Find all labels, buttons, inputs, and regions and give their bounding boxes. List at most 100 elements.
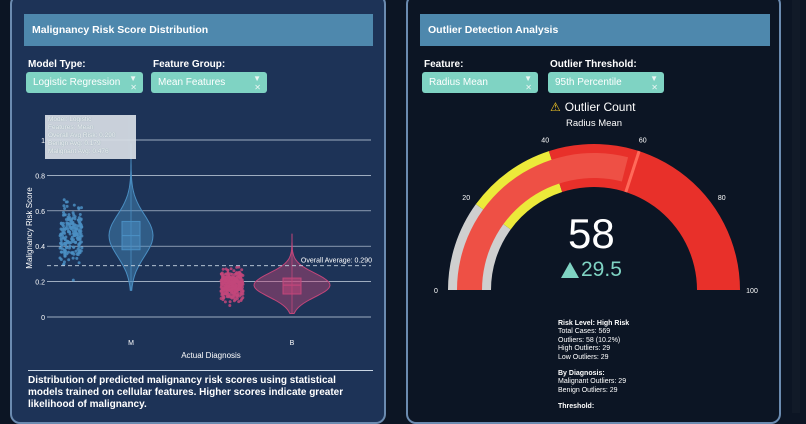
clear-icon[interactable]: ✕ — [525, 83, 532, 92]
data-point — [63, 228, 66, 232]
data-point — [77, 206, 80, 210]
data-point — [79, 225, 83, 229]
data-point — [232, 299, 236, 303]
data-point — [239, 276, 243, 280]
data-point — [74, 241, 77, 245]
y-tick-label: 0.2 — [35, 280, 45, 287]
y-axis-label: Malignancy Risk Score — [25, 187, 34, 269]
stat-line: Benign Outliers: 29 — [558, 386, 618, 394]
data-point — [63, 241, 67, 245]
data-point — [68, 232, 72, 236]
data-point — [229, 280, 233, 284]
data-point — [221, 277, 225, 281]
data-point — [221, 295, 225, 299]
data-point — [220, 272, 224, 276]
data-point — [79, 229, 83, 233]
stat-line: Total Cases: 569 — [558, 328, 611, 336]
chart-description: Distribution of predicted malignancy ris… — [28, 370, 373, 411]
stat-line: Malignant Outliers: 29 — [558, 378, 627, 386]
data-point — [230, 291, 233, 295]
data-point — [233, 290, 237, 294]
clear-icon[interactable]: ✕ — [651, 83, 658, 92]
points-B — [219, 265, 245, 307]
gauge-title: ⚠ Outlier Count — [550, 100, 635, 114]
data-point — [59, 250, 63, 254]
page-scrollbar[interactable] — [792, 0, 800, 413]
data-point — [71, 229, 75, 233]
diagnosis-header: By Diagnosis: — [558, 370, 605, 378]
outlier-threshold-dropdown[interactable]: 95th Percentile ▼ ✕ — [548, 72, 664, 93]
tooltip-line: Benign Avg: 0.179 — [48, 140, 101, 147]
data-point — [62, 198, 66, 202]
gauge-delta-value: 29.5 — [581, 258, 622, 281]
data-point — [67, 222, 71, 226]
data-point — [235, 289, 239, 293]
data-point — [231, 275, 235, 279]
clear-icon[interactable]: ✕ — [254, 83, 261, 92]
gauge-tick-label: 0 — [434, 288, 438, 295]
data-point — [66, 241, 70, 244]
data-point — [72, 213, 76, 217]
data-point — [63, 254, 67, 258]
data-point — [236, 280, 240, 284]
data-point — [79, 232, 83, 236]
tooltip-line: Malignant Avg: 0.476 — [48, 148, 109, 155]
data-point — [77, 261, 81, 265]
data-point — [238, 272, 242, 276]
data-point — [79, 218, 83, 222]
data-point — [76, 218, 80, 222]
points-M — [58, 198, 84, 282]
clear-icon[interactable]: ✕ — [130, 83, 137, 92]
data-point — [78, 213, 82, 216]
data-point — [240, 268, 244, 272]
gauge-band-high — [548, 144, 740, 290]
panel-title: Outlier Detection Analysis — [420, 14, 770, 46]
data-point — [79, 240, 83, 244]
data-point — [77, 245, 81, 249]
feature-dropdown[interactable]: Radius Mean ▼ ✕ — [422, 72, 538, 93]
data-point — [65, 200, 69, 204]
risk-level: Risk Level: High Risk — [558, 320, 630, 327]
data-point — [220, 282, 224, 286]
data-point — [75, 226, 79, 230]
tooltip-line: Features: Mean — [48, 124, 94, 131]
data-point — [59, 246, 63, 250]
data-point — [71, 278, 75, 282]
tooltip-line: Overall Avg Risk: 0.290 — [48, 132, 116, 139]
data-point — [228, 300, 232, 304]
data-point — [62, 224, 65, 228]
data-point — [67, 213, 71, 217]
data-point — [72, 234, 76, 237]
gauge-value: 58 — [568, 210, 615, 257]
gauge-tick-label: 80 — [718, 195, 726, 202]
overall-average-label: Overall Average: 0.290 — [301, 258, 372, 265]
data-point — [72, 245, 76, 249]
data-point — [71, 256, 75, 260]
gauge-title-text: Outlier Count — [564, 100, 636, 114]
data-point — [67, 250, 70, 254]
data-point — [63, 207, 67, 210]
gauge-tick-label: 20 — [462, 195, 470, 202]
data-point — [228, 294, 232, 298]
chevron-down-icon: ▼ — [650, 74, 658, 83]
data-point — [225, 287, 229, 291]
data-point — [59, 227, 63, 231]
y-tick-label: 0.8 — [35, 173, 45, 180]
data-point — [67, 258, 71, 262]
data-point — [223, 286, 227, 290]
outlier-threshold-label: Outlier Threshold: — [550, 59, 637, 70]
data-point — [223, 300, 227, 304]
data-point — [231, 284, 235, 288]
data-point — [221, 293, 225, 297]
data-point — [59, 241, 63, 244]
data-point — [233, 273, 237, 276]
gauge-tick-label: 40 — [541, 138, 549, 145]
model-type-dropdown[interactable]: Logistic Regression ▼ ✕ — [26, 72, 143, 93]
x-tick-label: B — [290, 340, 295, 347]
data-point — [62, 204, 66, 208]
data-point — [59, 238, 63, 242]
tooltip-line: Model: Logistic — [48, 116, 92, 123]
data-point — [230, 277, 234, 281]
threshold-header: Threshold: — [558, 403, 595, 411]
feature-group-dropdown[interactable]: Mean Features ▼ ✕ — [151, 72, 267, 93]
